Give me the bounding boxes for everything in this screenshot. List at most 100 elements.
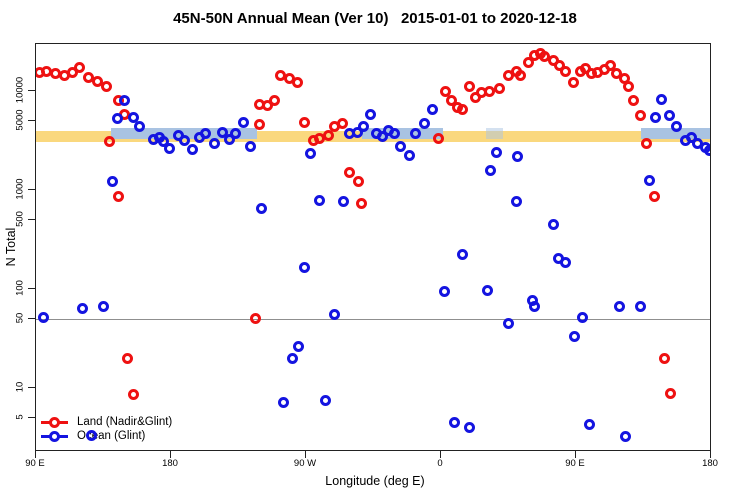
data-point-ocean [449, 416, 460, 428]
data-point-land [92, 75, 103, 87]
y-axis-tick [28, 90, 35, 92]
data-point-ocean [419, 117, 430, 129]
data-point-ocean [404, 150, 415, 162]
legend-item-ocean: Ocean (Glint) [41, 429, 172, 443]
data-point-land [605, 60, 616, 72]
data-point-ocean [209, 137, 220, 149]
data-point-ocean [482, 285, 493, 297]
data-point-ocean [158, 136, 169, 148]
blue-reference-band-segment [486, 127, 503, 140]
data-point-land [440, 85, 451, 97]
data-point-ocean [351, 126, 363, 138]
y-axis-tick [28, 119, 35, 122]
data-point-ocean [245, 141, 256, 153]
data-point-ocean [650, 111, 661, 123]
y-axis-tick-label: 5000 [14, 109, 26, 131]
data-point-land [648, 190, 660, 202]
data-point-ocean [528, 300, 540, 312]
data-point-land [269, 95, 280, 107]
y-axis-tick [28, 288, 35, 290]
data-point-ocean [576, 312, 588, 324]
data-point-ocean [216, 126, 228, 138]
data-point-ocean [569, 331, 580, 343]
data-point-land [344, 167, 355, 179]
data-point-ocean [287, 352, 298, 364]
x-axis-tick-label: 90 E [25, 458, 45, 469]
x-axis-tick-label: 180 [702, 458, 718, 469]
data-point-land [494, 83, 505, 95]
data-point-ocean [111, 112, 123, 124]
data-point-ocean [426, 103, 438, 115]
data-point-ocean [38, 312, 49, 324]
data-point-land [483, 85, 495, 97]
data-point-ocean [173, 129, 184, 141]
data-point-ocean [278, 397, 289, 409]
reference-line-50 [36, 318, 710, 321]
x-axis-tick [710, 451, 712, 458]
data-point-ocean [560, 256, 571, 268]
data-point-land [74, 62, 85, 74]
data-point-ocean [186, 144, 198, 156]
data-point-land [567, 76, 579, 88]
chart-title: 45N-50N Annual Mean (Ver 10) 2015-01-01 … [173, 10, 577, 27]
data-point-ocean [107, 175, 118, 187]
data-point-ocean [456, 248, 468, 260]
y-axis-tick-label: 50 [14, 312, 26, 324]
data-point-ocean [255, 202, 267, 214]
y-axis-tick-label: 10 [14, 381, 26, 393]
data-point-land [113, 190, 124, 202]
data-point-land [122, 352, 133, 364]
data-point-ocean [305, 148, 316, 160]
data-point-land [299, 116, 310, 128]
data-point-ocean [98, 301, 109, 313]
data-point-land [254, 119, 265, 131]
y-axis-tick [28, 218, 35, 221]
data-point-land [659, 352, 670, 364]
data-point-ocean [704, 145, 710, 157]
x-axis-title: Longitude (deg E) [325, 474, 425, 488]
data-point-ocean [485, 164, 496, 176]
ocean-circle-icon [49, 430, 60, 442]
data-point-land [101, 80, 112, 92]
legend-item-land: Land (Nadir&Glint) [41, 415, 172, 429]
data-point-ocean [395, 140, 406, 152]
data-point-land [641, 137, 652, 149]
data-point-land [323, 129, 334, 141]
data-point-ocean [663, 110, 675, 122]
data-point-land [635, 110, 646, 122]
data-point-land [356, 197, 367, 209]
data-point-ocean [512, 151, 523, 163]
y-axis-tick [28, 416, 35, 419]
y-axis-title: N Total [4, 227, 18, 267]
data-point-ocean [320, 395, 331, 407]
y-axis-tick [28, 189, 35, 191]
x-axis-tick [170, 451, 172, 458]
y-axis-tick-label: 5 [14, 414, 26, 420]
x-axis-tick-label: 0 [437, 458, 443, 469]
data-point-ocean [237, 116, 249, 128]
data-point-ocean [86, 430, 97, 442]
data-point-ocean [438, 286, 450, 298]
data-point-ocean [293, 341, 304, 353]
data-point-ocean [179, 135, 190, 147]
data-point-ocean [548, 218, 559, 230]
y-axis-tick-label: 500 [14, 210, 26, 227]
data-point-ocean [119, 94, 130, 106]
data-point-ocean [644, 174, 655, 186]
x-axis-tick [35, 451, 37, 458]
x-axis-tick-label: 180 [162, 458, 178, 469]
data-point-ocean [491, 147, 502, 159]
y-axis-tick-label: 100 [14, 280, 26, 296]
data-point-land [627, 95, 639, 107]
data-point-land [554, 59, 565, 71]
data-point-ocean [164, 143, 175, 155]
data-point-land [522, 57, 534, 69]
x-axis-tick-label: 90 E [565, 458, 585, 469]
data-point-land [464, 80, 475, 92]
x-axis-tick [440, 451, 442, 458]
data-point-land [623, 81, 634, 93]
data-point-ocean [329, 309, 340, 321]
legend-label-land: Land (Nadir&Glint) [77, 416, 173, 428]
data-point-land [249, 313, 261, 325]
data-point-ocean [635, 301, 646, 313]
